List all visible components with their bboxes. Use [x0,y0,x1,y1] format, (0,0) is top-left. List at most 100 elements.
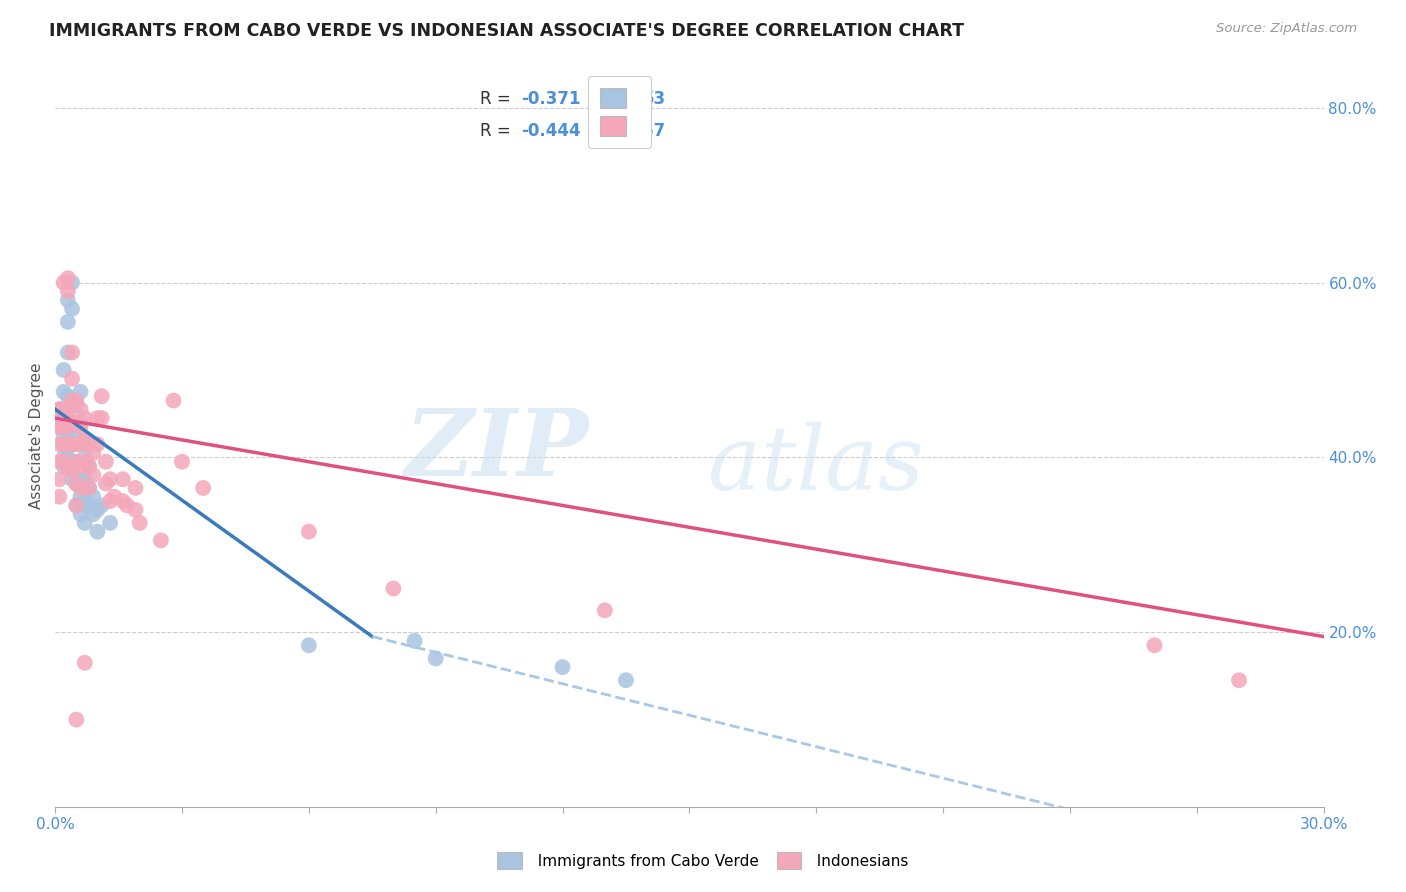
Point [191,481,214,495]
Text: R =: R = [479,90,516,108]
Point [82,490,104,504]
Point [48,472,70,486]
Point [60,455,83,469]
Point [48,437,70,451]
Point [77,481,100,495]
Text: -0.444: -0.444 [520,122,581,140]
Point [69,507,91,521]
Point [56,293,79,307]
Point [593,603,616,617]
Point [60,463,83,477]
Text: N =: N = [607,122,644,140]
Point [52,402,75,417]
Point [149,533,172,548]
Point [73,411,96,425]
Point [60,472,83,486]
Point [69,437,91,451]
Point [551,660,574,674]
Point [60,416,83,430]
Point [73,656,96,670]
Point [86,524,108,539]
Point [56,419,79,434]
Y-axis label: Associate's Degree: Associate's Degree [30,362,44,508]
Point [614,673,637,688]
Point [52,384,75,399]
Point [52,428,75,442]
Point [111,472,134,486]
Point [82,507,104,521]
Point [65,713,87,727]
Point [60,437,83,451]
Point [60,372,83,386]
Point [98,516,121,530]
Point [103,490,125,504]
Point [60,393,83,408]
Point [73,433,96,447]
Point [425,651,447,665]
Point [73,494,96,508]
Point [56,402,79,417]
Point [56,285,79,299]
Point [65,437,87,451]
Point [52,437,75,451]
Legend: , : , [588,76,651,147]
Point [90,499,112,513]
Point [65,393,87,408]
Point [65,398,87,412]
Text: IMMIGRANTS FROM CABO VERDE VS INDONESIAN ASSOCIATE'S DEGREE CORRELATION CHART: IMMIGRANTS FROM CABO VERDE VS INDONESIAN… [49,22,965,40]
Point [111,494,134,508]
Point [60,416,83,430]
Point [56,345,79,359]
Point [1227,673,1250,688]
Point [65,416,87,430]
Point [298,638,321,652]
Point [73,455,96,469]
Point [298,524,321,539]
Text: N =: N = [607,90,644,108]
Point [60,301,83,316]
Point [77,437,100,451]
Point [124,503,146,517]
Point [98,494,121,508]
Point [86,437,108,451]
Legend:   Immigrants from Cabo Verde,   Indonesians: Immigrants from Cabo Verde, Indonesians [491,846,915,875]
Point [124,481,146,495]
Text: R =: R = [479,122,516,140]
Point [52,437,75,451]
Point [82,446,104,460]
Point [162,393,184,408]
Text: ZIP: ZIP [404,405,588,495]
Point [77,499,100,513]
Point [48,402,70,417]
Point [56,402,79,417]
Point [52,363,75,377]
Point [170,455,193,469]
Point [56,389,79,403]
Point [82,467,104,482]
Point [52,459,75,474]
Point [73,433,96,447]
Point [94,455,117,469]
Point [52,419,75,434]
Point [65,476,87,491]
Point [86,411,108,425]
Point [65,455,87,469]
Point [90,411,112,425]
Point [69,419,91,434]
Point [65,499,87,513]
Point [69,472,91,486]
Point [73,450,96,465]
Point [90,389,112,403]
Point [1143,638,1166,652]
Point [60,345,83,359]
Point [60,393,83,408]
Point [65,455,87,469]
Point [65,424,87,438]
Point [65,476,87,491]
Point [60,437,83,451]
Text: atlas: atlas [709,422,924,508]
Point [56,271,79,285]
Point [69,437,91,451]
Point [56,459,79,474]
Point [69,481,91,495]
